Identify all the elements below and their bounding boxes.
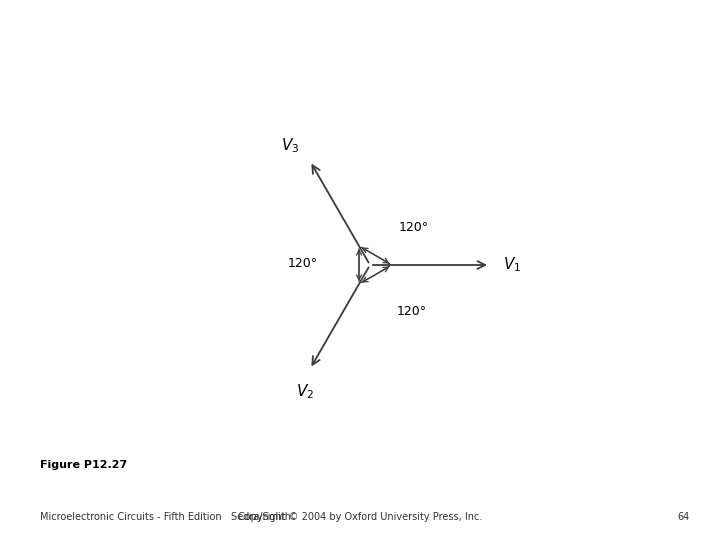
Text: Microelectronic Circuits - Fifth Edition   Sedra/Smith: Microelectronic Circuits - Fifth Edition… [40, 512, 291, 522]
Text: Copyright © 2004 by Oxford University Press, Inc.: Copyright © 2004 by Oxford University Pr… [238, 512, 482, 522]
Text: $V_2$: $V_2$ [296, 382, 314, 401]
Text: $V_3$: $V_3$ [282, 136, 300, 154]
Text: 120°: 120° [396, 305, 426, 318]
Text: 120°: 120° [399, 221, 429, 234]
Text: $V_1$: $V_1$ [503, 255, 521, 274]
Text: 120°: 120° [288, 257, 318, 270]
Text: 64: 64 [678, 512, 690, 522]
Text: Figure P12.27: Figure P12.27 [40, 460, 127, 470]
